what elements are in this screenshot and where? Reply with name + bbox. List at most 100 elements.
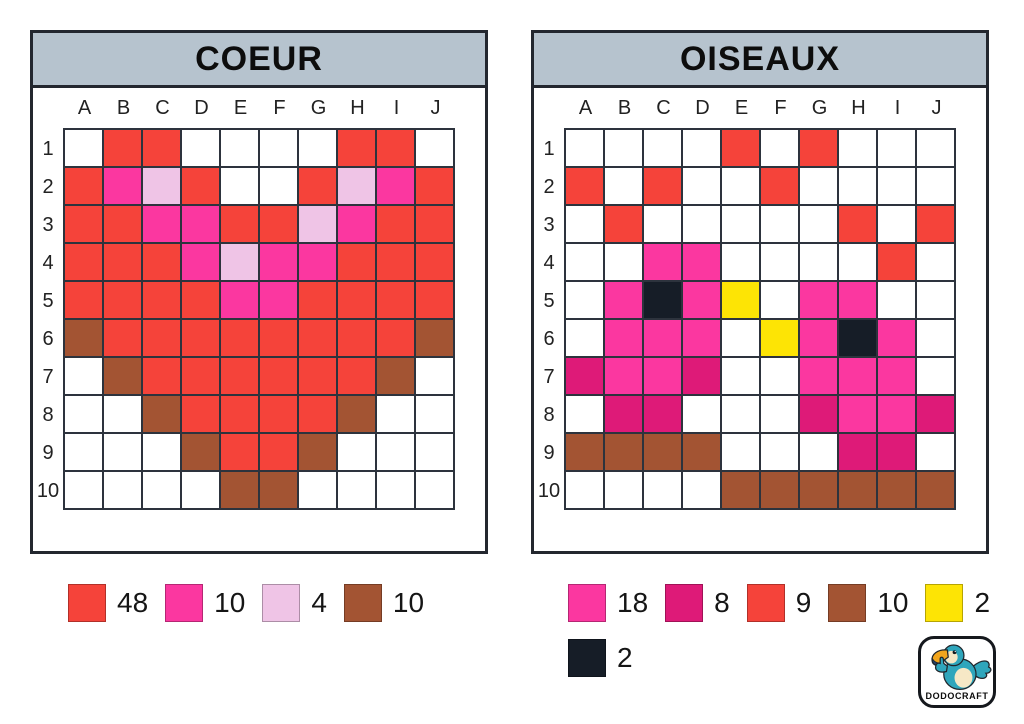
grid-cell [182, 396, 219, 432]
grid-cell [299, 244, 336, 280]
grid-cell [65, 320, 102, 356]
grid-cell [377, 396, 414, 432]
grid-cell [299, 396, 336, 432]
grid-cell [260, 358, 297, 394]
grid-cell [644, 168, 681, 204]
grid-cell [377, 472, 414, 508]
legend-swatch-light_pink [262, 584, 301, 622]
column-label: E [734, 96, 749, 119]
grid-cell [377, 434, 414, 470]
row-label: 7 [42, 365, 54, 388]
column-label: H [350, 96, 365, 119]
column-label: I [894, 96, 901, 119]
grid-cell [182, 282, 219, 318]
grid-cell [104, 206, 141, 242]
grid-cell [878, 434, 915, 470]
row-label: 2 [42, 175, 54, 198]
grid-cell [221, 472, 258, 508]
column-label: B [116, 96, 131, 119]
grid-cell [260, 206, 297, 242]
legend-count: 2 [974, 587, 991, 618]
grid-cell [299, 320, 336, 356]
legend-count: 10 [877, 587, 909, 618]
legend-oiseaux: 18 8 9 10 2 2 [568, 584, 990, 677]
grid-cell [566, 472, 603, 508]
grid-cell [182, 434, 219, 470]
grid-cell [761, 168, 798, 204]
grid-cell [800, 472, 837, 508]
grid-cell [104, 244, 141, 280]
grid-cell [644, 244, 681, 280]
grid-cell [683, 206, 720, 242]
grid-cell [800, 282, 837, 318]
logo-text: DODOCRAFT [925, 691, 989, 701]
grid-cell [299, 472, 336, 508]
grid-cell [260, 320, 297, 356]
legend-swatch-black [568, 639, 606, 677]
grid-cell [338, 320, 375, 356]
grid-cell [416, 130, 453, 166]
grid-cell [683, 434, 720, 470]
grid-cell [917, 320, 954, 356]
grid-cell [878, 282, 915, 318]
legend-row: 48 10 4 10 [68, 584, 424, 622]
grid-cell [299, 130, 336, 166]
grid-cell [722, 282, 759, 318]
grid-cell [104, 358, 141, 394]
row-label: 2 [543, 175, 555, 198]
legend-swatch-brown [828, 584, 867, 622]
dodo-left-wing-thumb [934, 656, 949, 673]
grid-cell [683, 396, 720, 432]
grid-cell [605, 244, 642, 280]
legend-coeur: 48 10 4 10 [68, 584, 424, 622]
grid-cell [143, 282, 180, 318]
grid-cell [839, 472, 876, 508]
grid-cell [566, 358, 603, 394]
grid-cell [839, 396, 876, 432]
grid-cell [605, 206, 642, 242]
grid-cell [260, 282, 297, 318]
legend-swatch-dark_pink [665, 584, 704, 622]
column-label: B [617, 96, 632, 119]
grid-cell [566, 130, 603, 166]
grid-cell [377, 282, 414, 318]
grid-cell [722, 206, 759, 242]
grid-cell [722, 244, 759, 280]
legend-swatch-yellow [925, 584, 964, 622]
grid-cell [65, 244, 102, 280]
grid-cell [917, 358, 954, 394]
grid-cell [377, 130, 414, 166]
grid-cell [839, 130, 876, 166]
grid-cell [644, 206, 681, 242]
legend-item: 2 [925, 584, 990, 622]
grid-cell [800, 130, 837, 166]
legend-swatch-pink [568, 584, 606, 622]
grid-cell [800, 358, 837, 394]
grid-cell [566, 434, 603, 470]
grid-cell [800, 168, 837, 204]
grid-cell [260, 396, 297, 432]
grid-cell [221, 168, 258, 204]
grid-cell [65, 206, 102, 242]
grid-cell [260, 244, 297, 280]
column-label: J [931, 96, 942, 119]
row-label: 3 [42, 213, 54, 236]
legend-row: 18 8 9 10 2 [568, 584, 990, 622]
grid-cell [761, 396, 798, 432]
grid-cell [221, 206, 258, 242]
grid-cell [338, 472, 375, 508]
grid-cell [917, 244, 954, 280]
grid-cell [683, 282, 720, 318]
panel-oiseaux-title: OISEAUX [679, 39, 841, 78]
grid-cell [143, 130, 180, 166]
grid-cell [65, 168, 102, 204]
grid-cell [605, 396, 642, 432]
grid-cell [299, 434, 336, 470]
grid-cell [722, 434, 759, 470]
dodo-bird-illustration [931, 644, 992, 691]
row-label: 9 [543, 441, 555, 464]
legend-item: 4 [262, 584, 327, 622]
grid-cell [65, 434, 102, 470]
pixel-grid-coeur [63, 128, 455, 510]
